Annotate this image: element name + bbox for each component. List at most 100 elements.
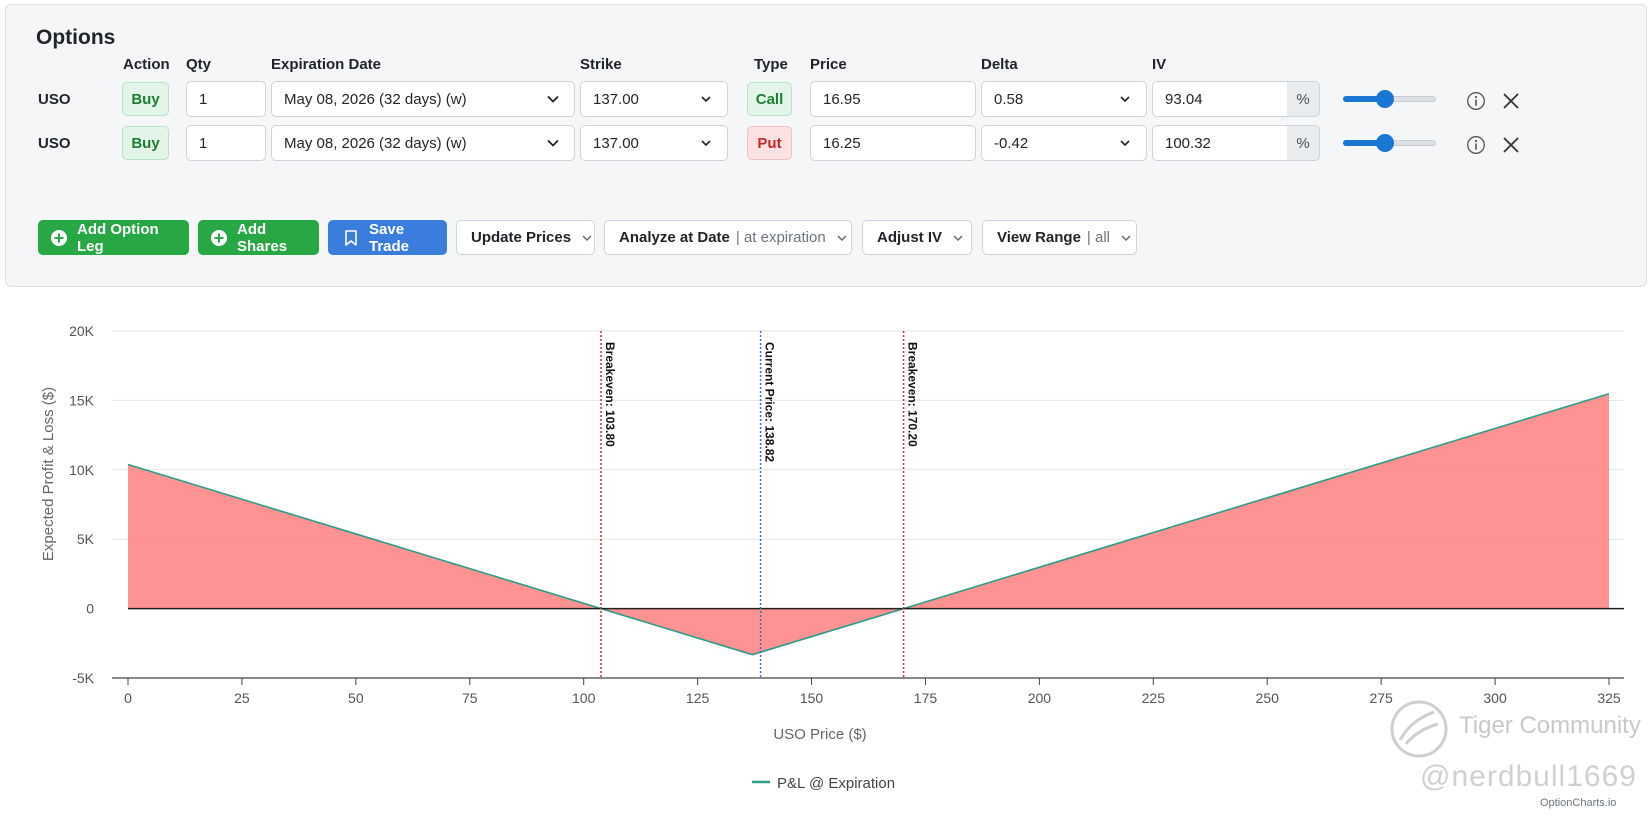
plus-circle-icon — [51, 229, 67, 246]
x-tick-label: 175 — [914, 690, 938, 706]
add-option-leg-label: Add Option Leg — [77, 220, 159, 255]
price-input[interactable]: 16.25 — [810, 125, 976, 161]
chevron-down-icon — [701, 140, 711, 147]
x-tick-label: 100 — [572, 690, 596, 706]
leg-symbol: USO — [38, 91, 71, 108]
slider-thumb[interactable] — [1375, 134, 1394, 152]
update-prices-dropdown[interactable]: Update Prices — [456, 220, 595, 255]
qty-input[interactable]: 1 — [186, 81, 266, 117]
chevron-down-icon — [582, 235, 592, 241]
view-range-label: View Range — [997, 229, 1081, 246]
watermark-handle: @nerdbull1669 — [1420, 760, 1637, 793]
iv-input[interactable]: 100.32 — [1152, 125, 1288, 161]
info-icon[interactable] — [1466, 135, 1486, 155]
x-tick-label: 200 — [1028, 690, 1052, 706]
options-title: Options — [36, 26, 116, 49]
header-type: Type — [754, 56, 788, 73]
type-badge[interactable]: Call — [747, 82, 792, 116]
delta-value: 0.58 — [994, 90, 1024, 108]
iv-slider[interactable] — [1343, 90, 1436, 108]
action-badge[interactable]: Buy — [122, 82, 169, 116]
header-action: Action — [123, 56, 170, 73]
adjust-iv-dropdown[interactable]: Adjust IV — [862, 220, 972, 255]
price-input[interactable]: 16.95 — [810, 81, 976, 117]
y-tick-label: -5K — [72, 670, 94, 686]
plus-circle-icon — [211, 229, 227, 246]
delta-select[interactable]: -0.42 — [981, 125, 1147, 161]
chevron-down-icon — [953, 235, 963, 241]
leg-symbol: USO — [38, 135, 71, 152]
type-badge[interactable]: Put — [747, 126, 792, 160]
view-range-dropdown[interactable]: View Range | all — [982, 220, 1137, 255]
y-tick-label: 20K — [69, 323, 95, 339]
iv-input[interactable]: 93.04 — [1152, 81, 1288, 117]
header-delta: Delta — [981, 56, 1018, 73]
action-badge[interactable]: Buy — [122, 126, 169, 160]
analyze-at-date-label: Analyze at Date — [619, 229, 730, 246]
y-axis-label: Expected Profit & Loss ($) — [40, 387, 57, 561]
y-tick-label: 5K — [77, 531, 95, 547]
x-tick-label: 50 — [348, 690, 364, 706]
site-credit: OptionCharts.io — [1540, 797, 1617, 809]
add-shares-label: Add Shares — [237, 220, 288, 255]
update-prices-label: Update Prices — [471, 229, 572, 246]
chevron-down-icon — [837, 235, 847, 241]
annotation-label: Breakeven: 103.80 — [603, 342, 617, 447]
add-option-leg-button[interactable]: Add Option Leg — [38, 220, 189, 255]
expiration-select[interactable]: May 08, 2026 (32 days) (w) — [271, 81, 575, 117]
loss-area — [128, 393, 1609, 655]
strike-select[interactable]: 137.00 — [580, 81, 728, 117]
close-icon[interactable] — [1501, 91, 1521, 111]
y-tick-label: 15K — [69, 392, 95, 408]
slider-thumb[interactable] — [1375, 90, 1394, 108]
x-tick-label: 250 — [1256, 690, 1280, 706]
y-tick-label: 10K — [69, 462, 95, 478]
chart-legend[interactable]: P&L @ Expiration — [752, 775, 895, 792]
annotation-label: Breakeven: 170.20 — [906, 342, 920, 447]
iv-slider[interactable] — [1343, 134, 1436, 152]
iv-percent-addon: % — [1287, 81, 1320, 117]
add-shares-button[interactable]: Add Shares — [198, 220, 319, 255]
legend-label: P&L @ Expiration — [777, 775, 895, 792]
strike-value: 137.00 — [593, 134, 639, 152]
adjust-iv-label: Adjust IV — [877, 229, 943, 246]
delta-select[interactable]: 0.58 — [981, 81, 1147, 117]
save-trade-button[interactable]: Save Trade — [328, 220, 447, 255]
iv-percent-addon: % — [1287, 125, 1320, 161]
header-expiration: Expiration Date — [271, 56, 382, 73]
x-axis-label: USO Price ($) — [773, 726, 866, 743]
analyze-at-date-dropdown[interactable]: Analyze at Date | at expiration — [604, 220, 852, 255]
save-trade-label: Save Trade — [369, 220, 410, 255]
x-tick-label: 275 — [1369, 690, 1393, 706]
annotation-label: Current Price: 138.82 — [763, 342, 777, 462]
x-tick-label: 25 — [234, 690, 250, 706]
pnl-chart: -5K 0 5K 10K 15K 20K 0 25 50 75 100 125 150 175 200 225… — [40, 323, 1624, 792]
chevron-down-icon — [1121, 235, 1131, 241]
x-tick-label: 75 — [462, 690, 478, 706]
header-qty: Qty — [186, 56, 212, 73]
strike-select[interactable]: 137.00 — [580, 125, 728, 161]
x-tick-label: 300 — [1483, 690, 1507, 706]
y-tick-label: 0 — [86, 601, 94, 617]
close-icon[interactable] — [1501, 135, 1521, 155]
view-range-value: | all — [1086, 229, 1110, 246]
x-tick-label: 125 — [686, 690, 710, 706]
expiration-value: May 08, 2026 (32 days) (w) — [284, 134, 467, 152]
watermark-brand: Tiger Community — [1459, 712, 1641, 739]
bookmark-icon — [345, 229, 357, 246]
x-tick-label: 150 — [800, 690, 824, 706]
x-tick-label: 225 — [1142, 690, 1166, 706]
expiration-value: May 08, 2026 (32 days) (w) — [284, 90, 467, 108]
chevron-down-icon — [547, 95, 559, 103]
strike-value: 137.00 — [593, 90, 639, 108]
header-strike: Strike — [580, 56, 622, 73]
delta-value: -0.42 — [994, 134, 1029, 152]
expiration-select[interactable]: May 08, 2026 (32 days) (w) — [271, 125, 575, 161]
tiger-community-logo — [1390, 700, 1448, 758]
qty-input[interactable]: 1 — [186, 125, 266, 161]
chevron-down-icon — [1120, 140, 1130, 147]
chevron-down-icon — [701, 96, 711, 103]
chevron-down-icon — [1120, 96, 1130, 103]
info-icon[interactable] — [1466, 91, 1486, 111]
chevron-down-icon — [547, 139, 559, 147]
